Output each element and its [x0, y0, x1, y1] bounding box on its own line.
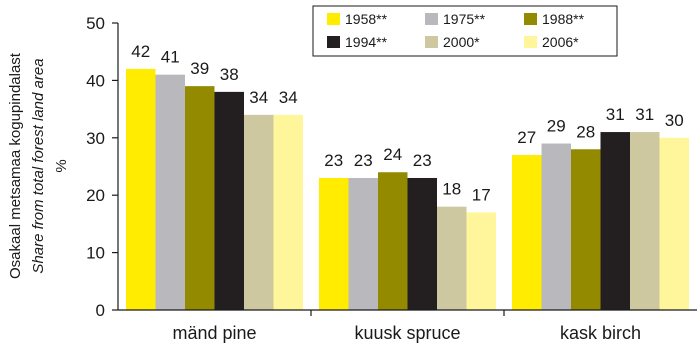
x-category-label: kask birch	[560, 323, 641, 343]
legend-label: 1975**	[443, 11, 486, 27]
bar	[512, 155, 542, 310]
data-label: 41	[161, 48, 180, 67]
bar	[319, 177, 349, 310]
y-tick-label: 10	[86, 244, 105, 263]
x-axis-categories: mänd pine kuusk spruce kask birch	[172, 310, 641, 343]
legend-swatch	[327, 36, 340, 48]
bar	[541, 143, 571, 310]
legend-swatch	[327, 13, 340, 25]
bar	[273, 114, 303, 310]
y-tick-label: 30	[86, 129, 105, 148]
data-labels: 42 41 39 38 34 34 23 23 24 23 18 17 27 29 28 31 31 30	[131, 42, 683, 205]
data-label: 30	[665, 111, 684, 130]
data-label: 27	[517, 128, 536, 147]
data-label: 31	[606, 105, 625, 124]
data-label: 31	[635, 105, 654, 124]
legend-box	[312, 5, 618, 57]
legend-label: 1958**	[345, 11, 388, 27]
data-label: 34	[279, 88, 298, 107]
legend-swatch	[425, 13, 438, 25]
data-label: 29	[547, 117, 566, 136]
data-label: 34	[249, 88, 268, 107]
legend-label: 1988**	[542, 11, 585, 27]
data-label: 23	[354, 151, 373, 170]
legend: 1958** 1975** 1988** 1994** 2000* 2006*	[312, 5, 618, 57]
bar	[348, 177, 378, 310]
data-label: 24	[383, 145, 402, 164]
data-label: 18	[442, 180, 461, 199]
x-category-label: kuusk spruce	[354, 323, 460, 343]
bar	[630, 132, 660, 310]
y-axis-title-line-1: Osakaal metsamaa kogupindalast	[7, 52, 24, 279]
legend-label: 2000*	[443, 34, 480, 50]
legend-label: 1994**	[345, 34, 388, 50]
bar	[378, 172, 408, 310]
x-category-label: mänd pine	[172, 323, 256, 343]
bar	[600, 132, 630, 310]
legend-swatch	[524, 36, 537, 48]
bar	[571, 149, 601, 310]
bar	[659, 137, 689, 310]
data-label: 17	[472, 185, 491, 204]
y-tick-label: 50	[86, 14, 105, 33]
bar	[437, 206, 467, 310]
data-label: 28	[576, 122, 595, 141]
bars	[126, 68, 689, 310]
bar	[244, 114, 274, 310]
y-axis-title: Osakaal metsamaa kogupindalast Share fro…	[7, 52, 70, 279]
legend-swatch	[524, 13, 537, 25]
bar	[126, 68, 156, 310]
y-axis-title-line-3: %	[53, 159, 70, 172]
y-tick-label: 20	[86, 186, 105, 205]
bar	[466, 212, 496, 310]
data-label: 42	[131, 42, 150, 61]
legend-swatch	[425, 36, 438, 48]
bar	[155, 74, 185, 310]
data-label: 38	[220, 65, 239, 84]
y-axis-ticks: 0 10 20 30 40 50	[86, 14, 118, 320]
legend-label: 2006*	[542, 34, 579, 50]
data-label: 23	[324, 151, 343, 170]
y-tick-label: 0	[96, 301, 105, 320]
data-label: 23	[413, 151, 432, 170]
y-axis-title-line-2: Share from total forest land area	[30, 58, 47, 273]
bar	[185, 86, 215, 310]
y-tick-label: 40	[86, 71, 105, 90]
bar	[407, 177, 437, 310]
data-label: 39	[190, 59, 209, 78]
bar	[214, 91, 244, 310]
